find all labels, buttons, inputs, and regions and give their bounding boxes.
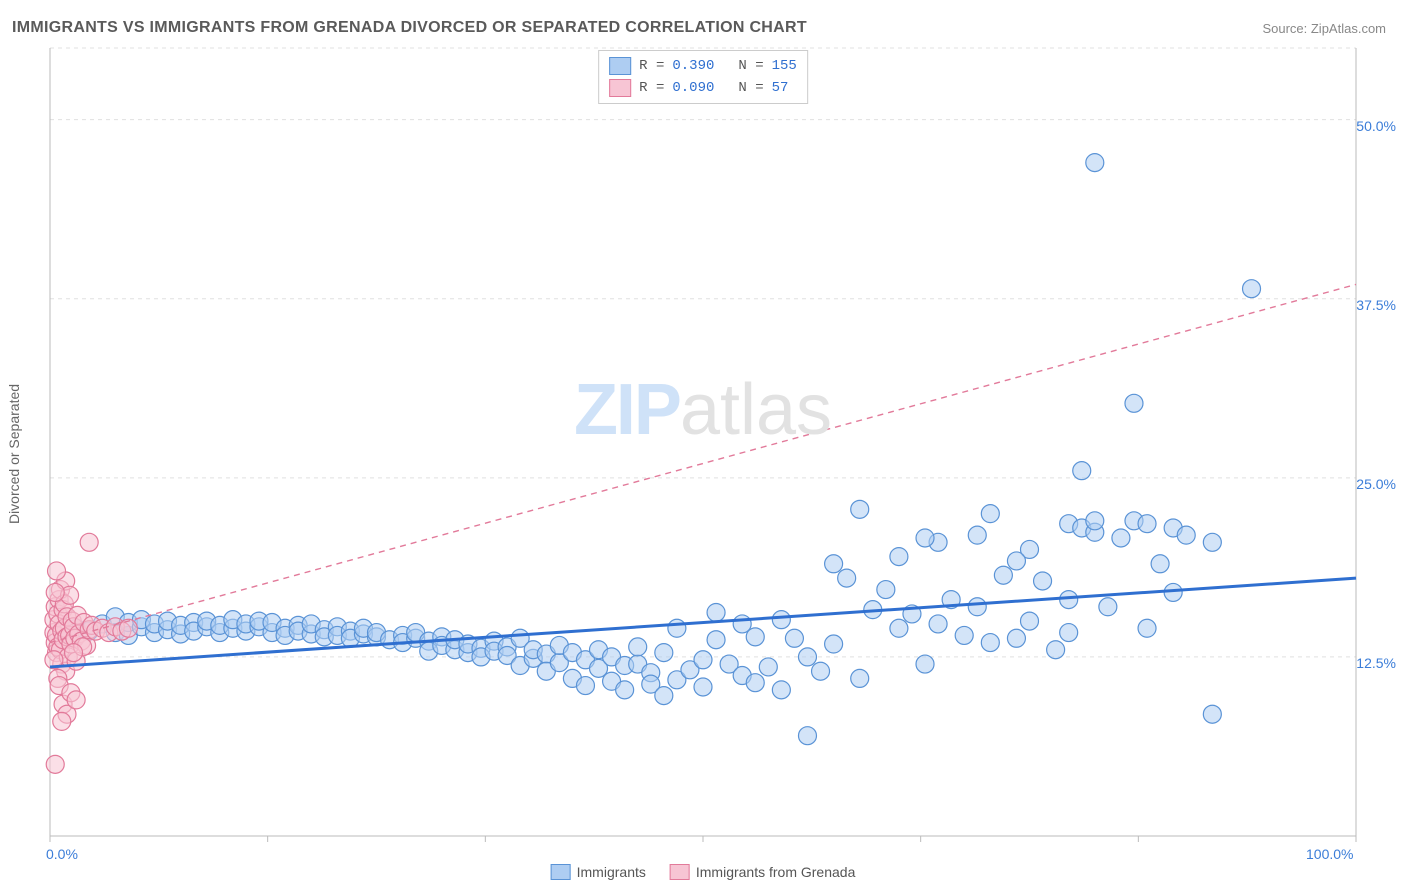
scatter-plot [0,0,1406,892]
correlation-legend: R = 0.390 N = 155 R = 0.090 N = 57 [598,50,808,104]
legend-swatch-pink [609,79,631,97]
r-label-1: R = [639,58,664,74]
x-max-label: 100.0% [1306,846,1353,862]
legend-label-1: Immigrants [577,864,646,880]
x-min-label: 0.0% [46,846,78,862]
legend-item-1: Immigrants [551,864,646,880]
n-label-1: N = [738,58,763,74]
r-value-2: 0.090 [672,80,714,96]
y-tick-label: 37.5% [1356,297,1396,313]
legend-row-2: R = 0.090 N = 57 [609,77,797,99]
n-label-2: N = [738,80,763,96]
legend-swatch-blue [609,57,631,75]
legend-row-1: R = 0.390 N = 155 [609,55,797,77]
y-tick-label: 12.5% [1356,655,1396,671]
legend-item-2: Immigrants from Grenada [670,864,856,880]
legend-swatch-blue-2 [551,864,571,880]
y-tick-label: 50.0% [1356,118,1396,134]
legend-swatch-pink-2 [670,864,690,880]
r-value-1: 0.390 [672,58,714,74]
legend-label-2: Immigrants from Grenada [696,864,856,880]
series-legend: Immigrants Immigrants from Grenada [551,864,856,880]
y-tick-label: 25.0% [1356,476,1396,492]
r-label-2: R = [639,80,664,96]
n-value-1: 155 [772,58,797,74]
n-value-2: 57 [772,80,789,96]
